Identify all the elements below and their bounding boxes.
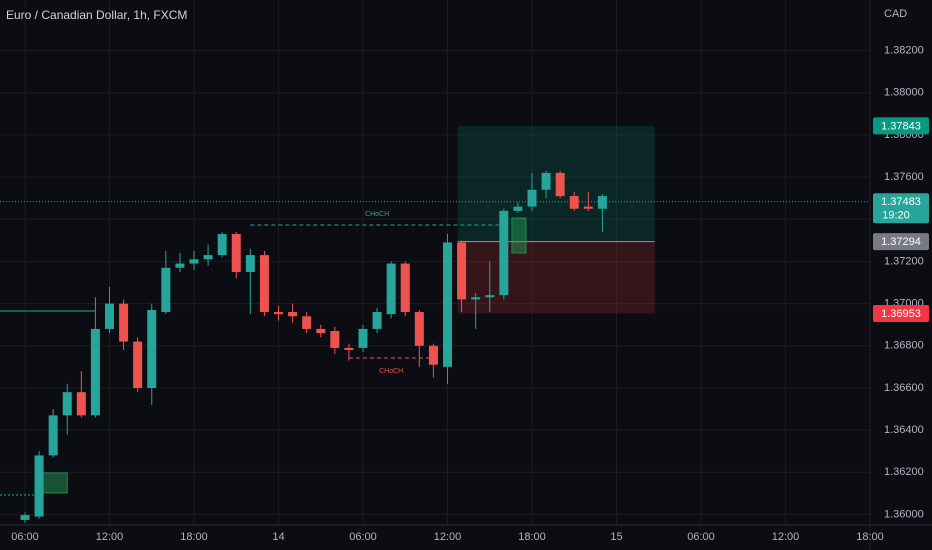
candle-body [259,255,269,313]
candle-body [189,259,199,264]
candle-body [245,255,255,272]
y-tick-label: 1.38200 [884,45,924,57]
candle-body [20,515,30,520]
candle-body [443,242,452,367]
price-marker [873,305,929,323]
candle-body [471,297,481,300]
currency-label: CAD [884,8,907,20]
candle-body [175,263,185,268]
chart-title: Euro / Canadian Dollar, 1h, FXCM [6,8,187,22]
candle-body [485,295,495,298]
price-marker-label: 1.37843 [881,120,921,132]
y-tick-label: 1.38000 [884,87,924,99]
candle-body [48,415,58,456]
candle-body [217,234,227,256]
candle-body [513,206,523,211]
candle-body [302,316,312,329]
x-tick-label: 12:00 [772,531,800,543]
candle-body [555,172,565,197]
x-tick-label: 18:00 [856,531,884,543]
candle-body [203,255,213,260]
x-tick-label: 18:00 [518,531,546,543]
candle-body [34,455,44,517]
candle-body [499,210,509,296]
candle-body [90,328,100,416]
x-tick-label: 12:00 [96,531,124,543]
candle-body [358,328,368,348]
candle-body [76,392,86,416]
countdown-label: 19:20 [882,210,910,222]
candle-body [119,303,129,342]
price-marker [873,117,929,135]
plot-area: CHoCH CHoCH [0,0,870,525]
candle-body [457,242,467,300]
candle-body [569,196,579,209]
candle-body [344,347,354,350]
candle-body [330,331,340,348]
y-tick-label: 1.36600 [884,382,924,394]
candle-body [372,312,382,329]
order-block [511,217,527,254]
price-marker [873,233,929,251]
candle-body [527,189,537,207]
x-tick-label: 06:00 [11,531,39,543]
y-tick-label: 1.36200 [884,466,924,478]
y-tick-label: 1.36800 [884,340,924,352]
candle-body [161,267,171,313]
candle-body [316,328,326,334]
candle-body [414,312,424,346]
y-tick-label: 1.36000 [884,508,924,520]
candle-body [583,206,593,209]
candle-body [288,312,298,317]
candle-body [274,312,283,315]
position-loss-zone [457,241,655,314]
candle-body [231,234,241,272]
candle-body [62,392,72,416]
candle-body [428,345,438,365]
x-tick-label: 14 [272,531,284,543]
price-marker-label: 1.36953 [881,308,921,320]
x-tick-label: 12:00 [434,531,462,543]
candle-body [386,263,396,315]
candle-body [541,172,551,190]
price-marker-label: 1.37294 [881,236,921,248]
choch-label: CHoCH [365,211,389,218]
x-tick-label: 06:00 [349,531,377,543]
candle-body [597,196,607,209]
y-tick-label: 1.36400 [884,424,924,436]
y-tick-label: 1.37200 [884,255,924,267]
candle-body [147,309,157,388]
candle-body [105,303,114,329]
x-tick-label: 18:00 [180,531,208,543]
candle-body [133,341,143,388]
last-price-marker [873,193,929,224]
x-tick-label: 15 [610,531,622,543]
last-price-label: 1.37483 [881,196,921,208]
y-tick-label: 1.37600 [884,171,924,183]
x-tick-label: 06:00 [687,531,715,543]
candle-body [400,263,410,313]
choch-label: CHoCH [379,368,403,375]
